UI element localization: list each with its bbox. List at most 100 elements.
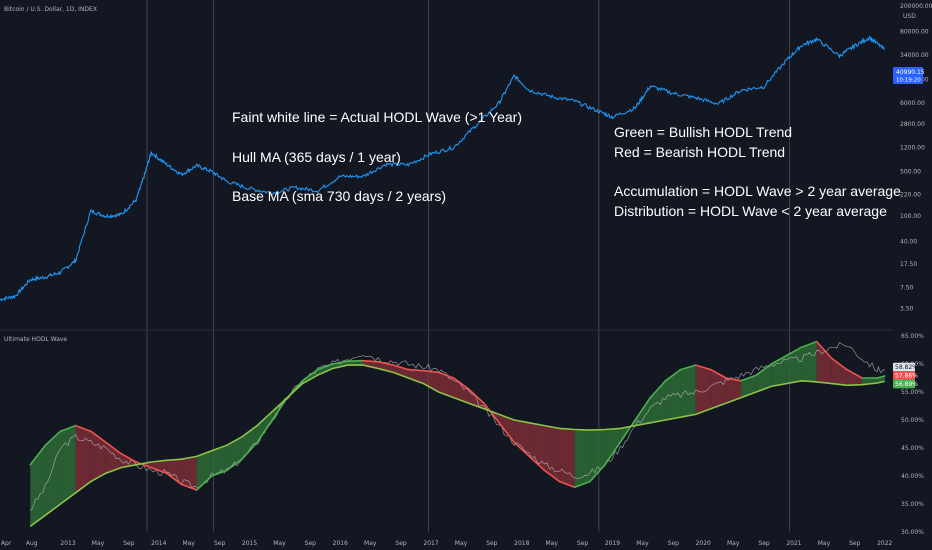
hull-ma-segment [301, 368, 319, 382]
price-axis-label: 80000.00 [900, 28, 929, 35]
trend-fill-segment [75, 425, 91, 493]
price-axis-label: 220.00 [900, 191, 921, 198]
hull-ma-segment [29, 444, 47, 466]
price-badge-value: 40990.15 [896, 69, 925, 76]
indicator-axis-label: 45.00% [901, 445, 924, 452]
indicator-badge-bg [893, 362, 915, 372]
hull-ma-segment [392, 364, 410, 371]
time-axis-label: 2014 [151, 540, 166, 547]
hull-ma-segment [483, 402, 500, 424]
price-axis-label: 2800.00 [900, 121, 925, 128]
hull-ma-segment [710, 368, 727, 379]
trend-fill-segment [362, 360, 379, 369]
time-axis-label: 2016 [333, 540, 348, 547]
symbol-title: Bitcoin / U.S. Dollar, 1D, INDEX [4, 6, 97, 13]
time-axis-label: 2019 [605, 540, 620, 547]
annotation-hull-ma: Hull MA (365 days / 1 year) [232, 149, 401, 165]
hull-ma-segment [165, 472, 183, 486]
hull-ma-segment [256, 419, 274, 444]
annotation-green: Green = Bullish HODL Trend [614, 124, 792, 140]
trend-fill-segment [332, 361, 348, 369]
hull-ma-segment [694, 364, 712, 371]
indicator-axis-label: 40.00% [901, 473, 924, 480]
hull-ma-segment [831, 357, 848, 371]
hull-ma-segment [800, 340, 818, 349]
time-axis-label: May [92, 540, 105, 547]
hull-ma-segment [498, 421, 516, 444]
time-axis-label: Sep [668, 540, 680, 547]
trend-fill-segment [529, 422, 545, 471]
indicator-pane[interactable] [29, 340, 886, 528]
time-axis-label: Sep [849, 540, 861, 547]
trend-fill-segment [196, 450, 212, 490]
hull-ma-segment [362, 359, 379, 363]
currency-label: USD [903, 13, 916, 20]
indicator-badge-bg [893, 379, 915, 389]
hull-ma-segment [120, 452, 137, 463]
price-axis-label: 1200.00 [900, 144, 925, 151]
hull-ma-segment [634, 396, 652, 421]
trend-fill-segment [317, 364, 333, 376]
trend-fill-segment [725, 378, 742, 404]
base-ma-line [29, 364, 885, 528]
annotation-base-ma: Base MA (sma 730 days / 2 years) [232, 188, 446, 204]
time-axis-label: May [546, 540, 559, 547]
hull-ma-segment [513, 441, 531, 458]
hull-ma-segment [437, 371, 455, 379]
trend-fill-segment [166, 459, 182, 485]
hull-ma-segment [241, 441, 258, 461]
price-axis-label: 17.50 [900, 261, 917, 268]
time-axis-label: Aug [26, 540, 38, 547]
price-badge: 40990.15 10:19:20 [893, 67, 925, 84]
time-axis-label: 2021 [786, 540, 801, 547]
price-series-line [0, 35, 886, 302]
hull-ma-segment [558, 480, 576, 489]
price-axis-label: 500.00 [900, 169, 921, 176]
hull-ma-segment [44, 430, 62, 447]
trend-fill-segment [423, 370, 439, 392]
time-axis-label: 2013 [60, 540, 75, 547]
hull-ma-segment [468, 388, 485, 405]
annotations-right: Green = Bullish HODL Trend Red = Bearish… [614, 124, 901, 219]
hull-ma-segment [422, 369, 440, 374]
price-axis-label: 40.00 [900, 238, 917, 245]
hull-ma-segment [331, 360, 349, 365]
hull-ma-segment [210, 469, 228, 477]
trend-fill-segment [30, 445, 46, 527]
annotation-distribution: Distribution = HODL Wave < 2 year averag… [614, 203, 887, 219]
trend-fill-segment [90, 431, 106, 482]
hull-ma-segment [195, 475, 213, 491]
trend-fill-segment [680, 365, 696, 418]
hull-ma-segment [180, 483, 198, 491]
trend-fill-segment [211, 445, 227, 476]
time-axis-label: Apr [1, 540, 12, 547]
indicator-axis-label: 55.00% [901, 389, 924, 396]
indicator-axis-label: 30.00% [901, 529, 924, 536]
trend-fill-segment [695, 365, 711, 415]
time-axis-label: 2017 [423, 540, 438, 547]
trend-fill-segment [756, 364, 772, 392]
trend-fill-segment [60, 425, 76, 504]
time-axis-label: May [183, 540, 196, 547]
price-axis-label: 100.00 [900, 213, 921, 220]
indicator-badge-bg [893, 370, 915, 380]
trend-fill-segment [499, 414, 515, 443]
trend-fill-segment [650, 380, 666, 423]
annotation-accumulation: Accumulation = HODL Wave > 2 year averag… [614, 183, 901, 199]
time-axis-label: 2022 [877, 540, 892, 547]
trend-fill-segment [710, 369, 726, 409]
price-axis-label: 200000.00 [900, 3, 932, 10]
trend-fill-segment [665, 369, 681, 420]
trend-fill-segment [741, 375, 757, 398]
price-axis-label: 3.50 [900, 306, 914, 313]
hull-ma-segment [815, 340, 833, 360]
hull-ma-segment [59, 424, 77, 433]
hull-ma-segment [89, 430, 107, 444]
price-pane[interactable] [0, 35, 886, 302]
hull-ma-segment [755, 363, 773, 377]
trend-fill-segment [846, 369, 863, 386]
time-axis[interactable]: Apr Aug 2013 May Sep 2014 May Sep 2015 May Sep 2016… [1, 540, 893, 547]
trend-fill-segment [453, 378, 469, 404]
